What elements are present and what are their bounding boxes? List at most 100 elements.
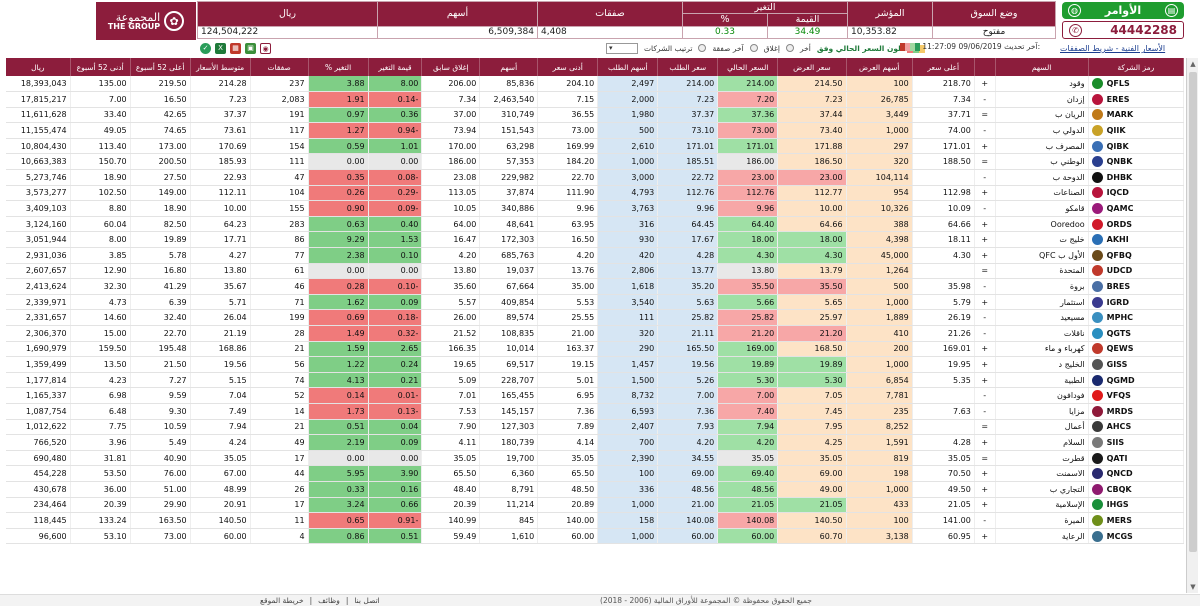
table-row[interactable]: 1,177,814 4.23 7.27 5.15 74 4.13 0.21 5.09 228,7…: [6, 372, 1185, 389]
phone-box[interactable]: ✆ 44442288: [1062, 21, 1184, 39]
company-symbol[interactable]: MERS: [1106, 515, 1132, 525]
company-symbol[interactable]: IHGS: [1106, 500, 1129, 510]
company-symbol[interactable]: AKHI: [1106, 235, 1129, 245]
sort-select[interactable]: ▾: [606, 42, 638, 54]
vertical-scrollbar[interactable]: ▲ ▼: [1186, 58, 1198, 593]
scroll-down-icon[interactable]: ▼: [1190, 583, 1196, 591]
column-header[interactable]: [974, 58, 996, 76]
company-symbol[interactable]: AHCS: [1106, 422, 1132, 432]
company-symbol[interactable]: IGRD: [1106, 297, 1129, 307]
column-header[interactable]: أسهم: [479, 58, 539, 76]
table-row[interactable]: 2,413,624 32.30 41.29 35.67 46 0.28 0.10- 35.60…: [6, 278, 1185, 295]
company-symbol[interactable]: UDCD: [1106, 266, 1133, 276]
table-row[interactable]: 1,012,622 7.75 10.59 7.94 21 0.51 0.04 7.90 127,…: [6, 419, 1185, 436]
close-radio[interactable]: [749, 44, 758, 52]
print-icon[interactable]: ▣: [245, 42, 256, 54]
company-symbol[interactable]: GISS: [1106, 359, 1128, 369]
column-header[interactable]: سعر الطلب: [657, 58, 719, 76]
footer-link[interactable]: اتصل بنا: [354, 596, 380, 605]
column-header[interactable]: أسهم العرض: [846, 58, 913, 76]
orders-button[interactable]: ◍ الأوامر ▤: [1062, 2, 1184, 19]
company-symbol[interactable]: QNBK: [1106, 157, 1133, 167]
scroll-thumb[interactable]: [1189, 72, 1197, 552]
company-symbol[interactable]: QIIK: [1106, 126, 1126, 136]
table-row[interactable]: 234,464 20.39 29.90 20.91 17 3.24 0.66 20.39 11,…: [6, 497, 1185, 514]
check-icon[interactable]: ✓: [200, 42, 211, 54]
last-radio[interactable]: [786, 44, 794, 52]
company-symbol[interactable]: MRDS: [1106, 406, 1134, 416]
table-row[interactable]: 11,155,474 49.05 74.65 73.61 117 1.27 0.94- 73.…: [6, 122, 1185, 139]
column-header[interactable]: متوسط الأسعار: [190, 58, 251, 76]
company-symbol[interactable]: ERES: [1106, 94, 1130, 104]
company-symbol[interactable]: VFQS: [1106, 391, 1131, 401]
eye-icon[interactable]: ◉: [260, 42, 271, 54]
company-symbol[interactable]: QAMC: [1106, 204, 1134, 214]
table-row[interactable]: 1,087,754 6.48 9.30 7.49 14 1.73 0.13- 7.53 145,…: [6, 403, 1185, 420]
table-row[interactable]: 96,600 53.10 73.00 60.00 4 0.86 0.51 59.49 1,610…: [6, 528, 1185, 545]
company-symbol[interactable]: QFLS: [1106, 79, 1130, 89]
footer-link[interactable]: وظائف: [318, 596, 340, 605]
column-header[interactable]: السعر الحالي: [717, 58, 779, 76]
table-row[interactable]: 3,573,277 102.50 149.00 112.11 104 0.26 0.29- 1…: [6, 185, 1185, 202]
table-row[interactable]: 18,393,043 135.00 219.50 214.28 237 3.88 8.00 2…: [6, 76, 1185, 93]
table-row[interactable]: 2,331,657 14.60 32.40 26.04 199 0.69 0.18- 26.0…: [6, 309, 1185, 326]
excel-icon[interactable]: X: [215, 42, 226, 54]
company-symbol[interactable]: DHBK: [1106, 172, 1133, 182]
company-logo[interactable]: المجموعة THE GROUP ✿: [96, 2, 196, 40]
company-symbol[interactable]: QGMD: [1106, 375, 1135, 385]
scroll-up-icon[interactable]: ▲: [1190, 60, 1196, 68]
table-row[interactable]: 17,815,217 7.00 16.50 7.23 2,083 1.91 0.14- 7.3…: [6, 91, 1185, 108]
table-row[interactable]: 3,124,160 60.04 82.50 64.23 283 0.63 0.40 64.00…: [6, 216, 1185, 233]
company-symbol[interactable]: QNCD: [1106, 469, 1133, 479]
column-header[interactable]: أعلى سعر: [912, 58, 975, 76]
company-symbol[interactable]: QFBQ: [1106, 250, 1132, 260]
table-row[interactable]: 766,520 3.96 5.49 4.24 49 2.19 0.09 4.11 180,739…: [6, 434, 1185, 451]
column-header[interactable]: السهم: [995, 58, 1089, 76]
column-header[interactable]: أدنى سعر: [537, 58, 599, 76]
company-symbol[interactable]: QGTS: [1106, 328, 1132, 338]
table-row[interactable]: 454,228 53.50 76.00 67.00 44 5.95 3.90 65.50 6,3…: [6, 465, 1185, 482]
last-deal-radio[interactable]: [698, 44, 707, 52]
table-row[interactable]: 1,690,979 159.50 195.48 168.86 21 1.59 2.65 166…: [6, 341, 1185, 358]
column-header[interactable]: ريال: [6, 58, 71, 76]
company-symbol[interactable]: MCGS: [1106, 531, 1133, 541]
table-row[interactable]: 3,051,944 8.00 19.89 17.71 86 9.29 1.53 16.47 17…: [6, 231, 1185, 249]
company-symbol[interactable]: SIIS: [1106, 437, 1125, 447]
company-symbol[interactable]: ORDS: [1106, 219, 1132, 229]
table-row[interactable]: 430,678 36.00 51.00 48.99 26 0.33 0.16 48.40 8,7…: [6, 481, 1185, 498]
table-row[interactable]: 2,306,370 15.00 22.70 21.19 28 1.49 0.32- 21.52…: [6, 325, 1185, 342]
column-header[interactable]: قيمة التغير: [368, 58, 423, 76]
grid-icon[interactable]: ▦: [230, 42, 241, 54]
column-header[interactable]: إغلاق سابق: [421, 58, 481, 76]
table-row[interactable]: 11,611,628 33.40 42.65 37.37 191 0.97 0.36 37.0…: [6, 107, 1185, 124]
column-header[interactable]: رمز الشركة: [1088, 58, 1185, 76]
table-row[interactable]: 2,339,971 4.73 6.39 5.71 71 1.62 0.09 5.57 409,8…: [6, 294, 1185, 311]
table-row[interactable]: 118,445 133.24 163.50 140.50 11 0.65 0.91- 140.…: [6, 512, 1185, 529]
footer-link[interactable]: خريطة الموقع: [260, 596, 304, 605]
table-row[interactable]: 1,359,499 13.50 21.50 19.56 56 1.22 0.24 19.65 6…: [6, 356, 1185, 373]
table-row[interactable]: 2,931,036 3.85 5.78 4.27 77 2.38 0.10 4.20 685,7…: [6, 247, 1185, 264]
cell-cur: 4.20: [717, 434, 779, 451]
company-symbol[interactable]: MPHC: [1106, 313, 1134, 323]
column-header[interactable]: % التغير: [308, 58, 369, 76]
table-row[interactable]: 2,607,657 12.90 16.80 13.80 61 0.00 0.00 13.80 1…: [6, 263, 1185, 280]
company-symbol[interactable]: QATI: [1106, 453, 1128, 463]
column-header[interactable]: أسهم الطلب: [597, 58, 659, 76]
column-header[interactable]: سعر العرض: [777, 58, 847, 76]
table-row[interactable]: 1,165,337 6.98 9.59 7.04 52 0.14 0.01- 7.01 165,…: [6, 387, 1185, 404]
column-header[interactable]: أعلى 52 أسبوع: [130, 58, 191, 76]
company-symbol[interactable]: QEWS: [1106, 344, 1134, 354]
company-symbol[interactable]: IQCD: [1106, 188, 1129, 198]
column-header[interactable]: صفقات: [250, 58, 309, 76]
company-symbol[interactable]: MARK: [1106, 110, 1134, 120]
table-row[interactable]: 690,480 31.81 40.90 35.05 17 0.00 0.00 35.05 19,…: [6, 450, 1185, 467]
column-header[interactable]: أدنى 52 أسبوع: [70, 58, 131, 76]
breadcrumb[interactable]: الأسعار الفنية - شريط الصفقات: [1060, 44, 1166, 53]
company-symbol[interactable]: QIBK: [1106, 141, 1129, 151]
table-row[interactable]: 3,409,103 8.80 18.90 10.00 155 0.90 0.09- 10.05…: [6, 200, 1185, 217]
company-symbol[interactable]: CBQK: [1106, 484, 1132, 494]
table-row[interactable]: 10,804,430 113.40 173.00 170.69 154 0.59 1.01 1…: [6, 138, 1185, 155]
table-row[interactable]: 5,273,746 18.90 27.50 22.93 47 0.35 0.08- 23.08…: [6, 169, 1185, 186]
company-symbol[interactable]: BRES: [1106, 282, 1131, 292]
table-row[interactable]: 10,663,383 150.70 200.50 185.93 111 0.00 0.00 1…: [6, 153, 1185, 171]
